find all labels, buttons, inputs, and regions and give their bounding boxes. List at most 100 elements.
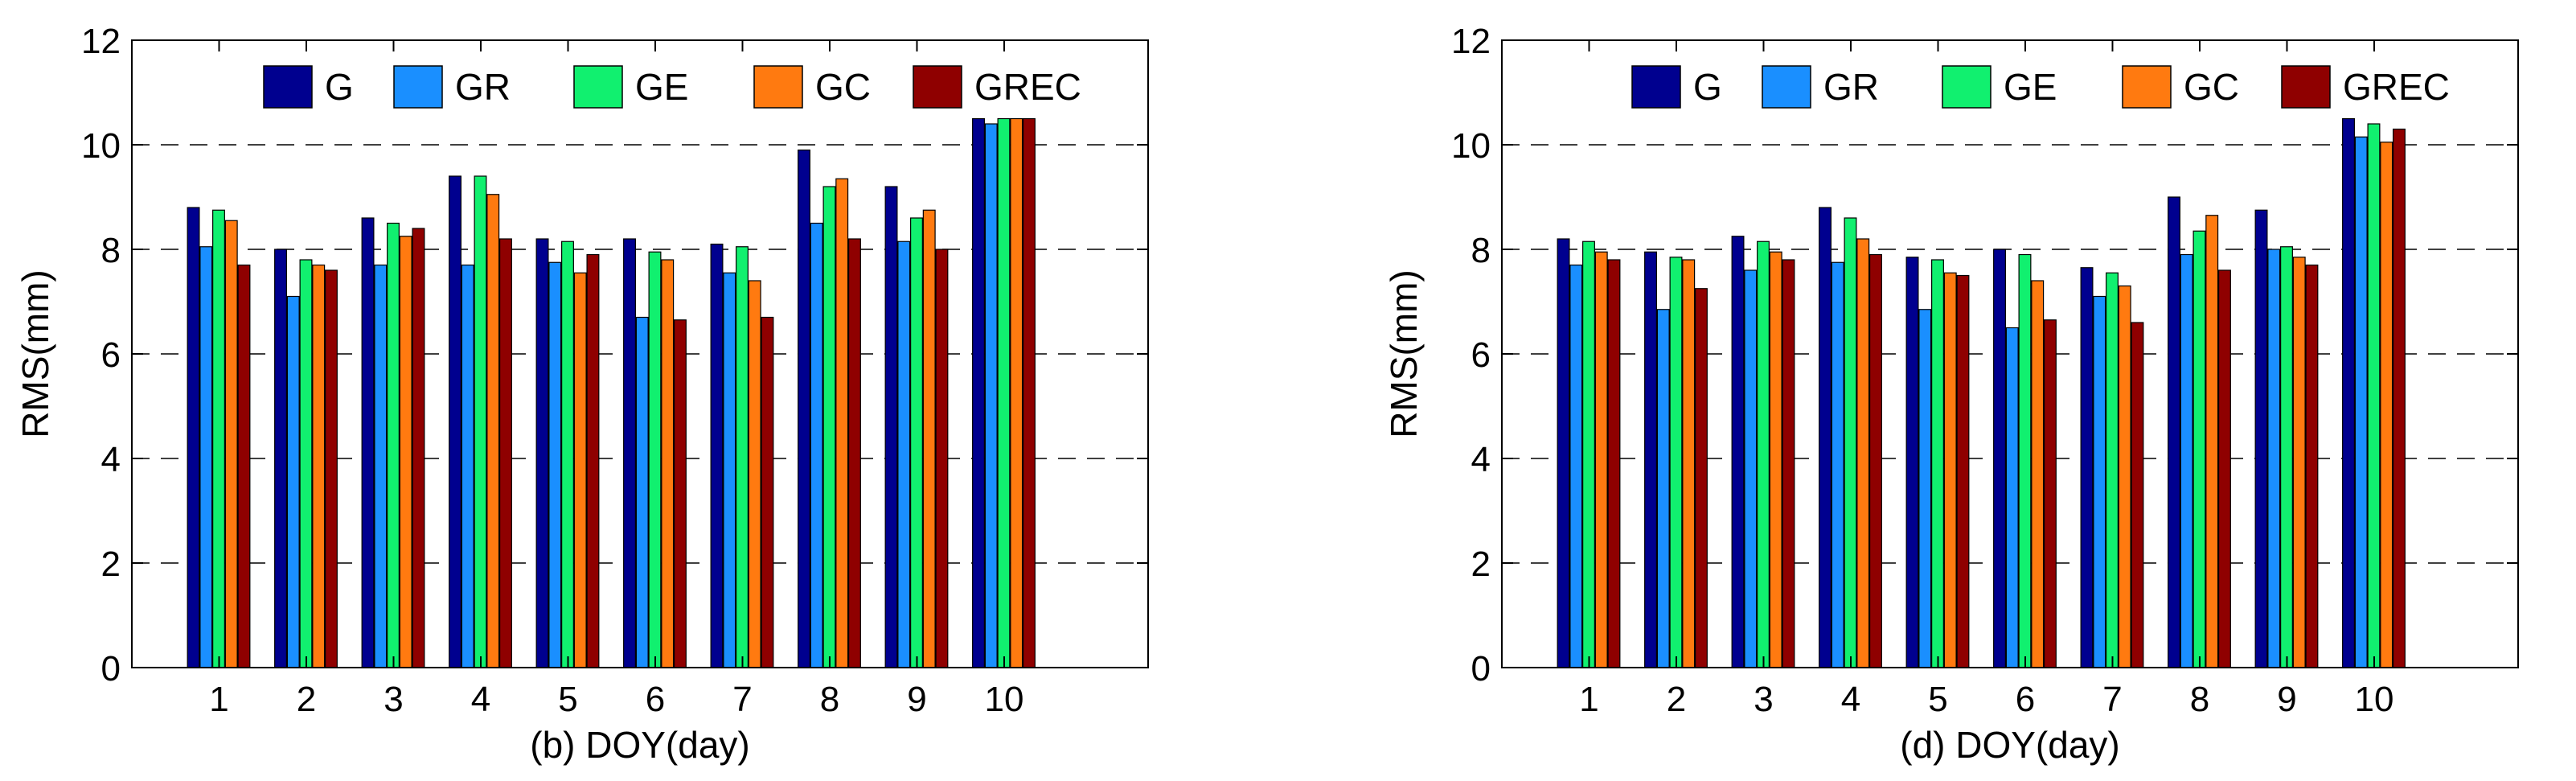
bar-G-4 <box>449 175 461 668</box>
x-tick-label: 7 <box>2102 680 2122 719</box>
legend-swatch-GC <box>2122 65 2172 109</box>
y-tick-label: 6 <box>1471 335 1491 375</box>
y-tick-label: 6 <box>101 335 121 375</box>
x-axis-label: (d) DOY(day) <box>1900 724 2119 766</box>
bar-GE-10 <box>997 117 1011 668</box>
legend-swatch-GR <box>393 65 443 109</box>
bar-GE-2 <box>299 259 313 668</box>
legend-swatch-GR <box>1762 65 1811 109</box>
legend-label-GC: GC <box>815 66 871 108</box>
bar-GREC-9 <box>935 249 949 668</box>
y-tick-label: 0 <box>101 649 121 689</box>
bar-GE-5 <box>1931 259 1944 668</box>
bar-GR-6 <box>2005 327 2019 668</box>
legend-swatch-GC <box>753 65 803 109</box>
bar-GE-2 <box>1669 257 1683 668</box>
y-tick-label: 10 <box>81 126 121 166</box>
legend-label-GE: GE <box>635 66 688 108</box>
bar-GE-8 <box>2192 230 2206 668</box>
legend-label-G: G <box>1693 66 1722 108</box>
bar-GC-5 <box>573 272 587 668</box>
bar-G-10 <box>972 117 985 668</box>
bar-GE-1 <box>1582 240 1595 668</box>
x-tick-label: 5 <box>558 680 577 719</box>
y-tick-label: 2 <box>101 545 121 584</box>
bar-GREC-8 <box>2217 269 2231 668</box>
bar-G-9 <box>884 186 898 668</box>
bar-GREC-7 <box>761 316 774 668</box>
legend-label-GE: GE <box>2004 66 2057 108</box>
x-tick-label: 4 <box>1841 680 1860 719</box>
x-tick-label: 9 <box>2277 680 2296 719</box>
y-tick-label: 2 <box>1471 545 1491 584</box>
y-tick-label: 12 <box>1451 22 1491 61</box>
bar-GR-8 <box>810 222 823 668</box>
bar-GC-8 <box>835 178 849 668</box>
legend-label-GR: GR <box>455 66 511 108</box>
bar-GR-2 <box>286 295 300 668</box>
y-tick-label: 4 <box>101 440 121 479</box>
bar-GC-8 <box>2205 215 2219 668</box>
bar-G-6 <box>1993 249 2006 668</box>
bar-GC-3 <box>1769 251 1782 668</box>
bar-G-8 <box>2168 196 2180 668</box>
bar-GC-4 <box>1856 238 1870 668</box>
bar-GE-6 <box>648 251 662 668</box>
x-tick-label: 4 <box>471 680 490 719</box>
bar-GC-1 <box>1594 251 1608 668</box>
x-tick-label: 8 <box>820 680 839 719</box>
bar-GC-3 <box>399 236 412 668</box>
bar-GREC-9 <box>2305 264 2319 668</box>
bar-G-2 <box>1644 251 1657 668</box>
bar-G-8 <box>798 149 810 668</box>
bar-GREC-1 <box>237 264 251 668</box>
x-tick-label: 2 <box>297 680 316 719</box>
x-tick-label: 6 <box>2016 680 2035 719</box>
bar-GREC-6 <box>2043 319 2057 668</box>
bar-GE-4 <box>474 175 487 668</box>
bar-GREC-8 <box>847 238 861 668</box>
bar-GREC-1 <box>1607 259 1621 668</box>
bar-GR-2 <box>1656 309 1670 668</box>
bar-GE-7 <box>2106 272 2119 668</box>
y-tick-label: 12 <box>81 22 121 61</box>
bar-G-5 <box>535 238 549 668</box>
y-tick-label: 10 <box>1451 126 1491 166</box>
bar-GR-3 <box>1744 269 1758 668</box>
legend-swatch-GREC <box>913 65 962 109</box>
bar-GR-4 <box>1831 261 1844 668</box>
bar-GR-6 <box>635 316 649 668</box>
legend-label-GC: GC <box>2184 66 2239 108</box>
x-tick-label: 7 <box>732 680 752 719</box>
legend-swatch-GE <box>573 65 623 109</box>
legend-swatch-G <box>263 65 313 109</box>
bar-GE-9 <box>2280 246 2293 668</box>
bar-GR-10 <box>984 123 998 668</box>
bar-GR-1 <box>199 246 213 668</box>
bar-G-3 <box>1731 236 1745 668</box>
bar-G-1 <box>187 207 200 668</box>
bar-G-9 <box>2254 209 2268 668</box>
legend-label-GREC: GREC <box>2343 66 2450 108</box>
bar-GC-5 <box>1943 272 1957 668</box>
bar-GC-2 <box>312 264 326 668</box>
bar-G-5 <box>1905 257 1919 668</box>
bar-GE-8 <box>822 186 836 668</box>
legend-label-G: G <box>325 66 354 108</box>
bar-G-3 <box>361 217 375 668</box>
bar-G-7 <box>2080 267 2094 668</box>
bar-GREC-6 <box>673 319 687 668</box>
bar-GR-8 <box>2180 253 2193 668</box>
legend-swatch-GREC <box>2281 65 2331 109</box>
bar-GREC-3 <box>1782 259 1795 668</box>
bar-G-6 <box>623 238 636 668</box>
bar-GR-5 <box>548 261 562 668</box>
x-axis-label: (b) DOY(day) <box>530 724 749 766</box>
bar-GC-2 <box>1682 259 1696 668</box>
bar-GR-10 <box>2354 136 2368 668</box>
x-tick-label: 1 <box>1579 680 1598 719</box>
x-tick-label: 6 <box>646 680 665 719</box>
bar-GC-10 <box>2380 142 2393 668</box>
bar-GREC-5 <box>1956 274 1970 668</box>
